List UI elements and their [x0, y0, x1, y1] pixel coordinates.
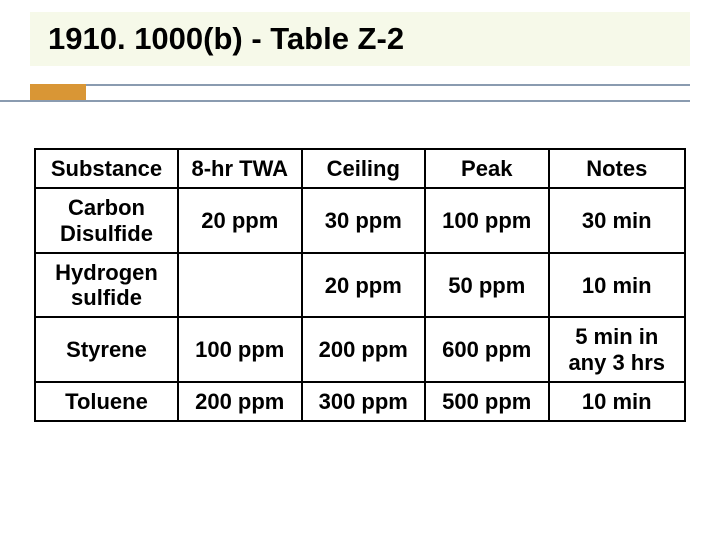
cell-twa: 20 ppm [178, 188, 302, 253]
table-header-row: Substance 8-hr TWA Ceiling Peak Notes [35, 149, 685, 188]
col-header-peak: Peak [425, 149, 549, 188]
cell-substance: Hydrogen sulfide [35, 253, 178, 318]
cell-substance: Toluene [35, 382, 178, 421]
cell-twa: 200 ppm [178, 382, 302, 421]
cell-notes: 30 min [549, 188, 686, 253]
col-header-substance: Substance [35, 149, 178, 188]
cell-peak: 600 ppm [425, 317, 549, 382]
divider-line-top [30, 84, 690, 86]
cell-notes: 10 min [549, 382, 686, 421]
title-divider [0, 84, 690, 102]
cell-peak: 50 ppm [425, 253, 549, 318]
table-row: Hydrogen sulfide 20 ppm 50 ppm 10 min [35, 253, 685, 318]
cell-ceiling: 200 ppm [302, 317, 426, 382]
cell-ceiling: 300 ppm [302, 382, 426, 421]
page-title: 1910. 1000(b) - Table Z-2 [48, 21, 404, 57]
table-row: Styrene 100 ppm 200 ppm 600 ppm 5 min in… [35, 317, 685, 382]
cell-ceiling: 30 ppm [302, 188, 426, 253]
col-header-ceiling: Ceiling [302, 149, 426, 188]
cell-peak: 500 ppm [425, 382, 549, 421]
cell-peak: 100 ppm [425, 188, 549, 253]
cell-substance: Carbon Disulfide [35, 188, 178, 253]
divider-line-bottom [0, 100, 690, 102]
title-band: 1910. 1000(b) - Table Z-2 [30, 12, 690, 66]
cell-substance: Styrene [35, 317, 178, 382]
cell-twa: 100 ppm [178, 317, 302, 382]
table-row: Carbon Disulfide 20 ppm 30 ppm 100 ppm 3… [35, 188, 685, 253]
cell-ceiling: 20 ppm [302, 253, 426, 318]
cell-notes: 5 min in any 3 hrs [549, 317, 686, 382]
cell-twa [178, 253, 302, 318]
data-table-wrap: Substance 8-hr TWA Ceiling Peak Notes Ca… [34, 148, 686, 422]
col-header-8hr-twa: 8-hr TWA [178, 149, 302, 188]
table-row: Toluene 200 ppm 300 ppm 500 ppm 10 min [35, 382, 685, 421]
data-table: Substance 8-hr TWA Ceiling Peak Notes Ca… [34, 148, 686, 422]
col-header-notes: Notes [549, 149, 686, 188]
cell-notes: 10 min [549, 253, 686, 318]
